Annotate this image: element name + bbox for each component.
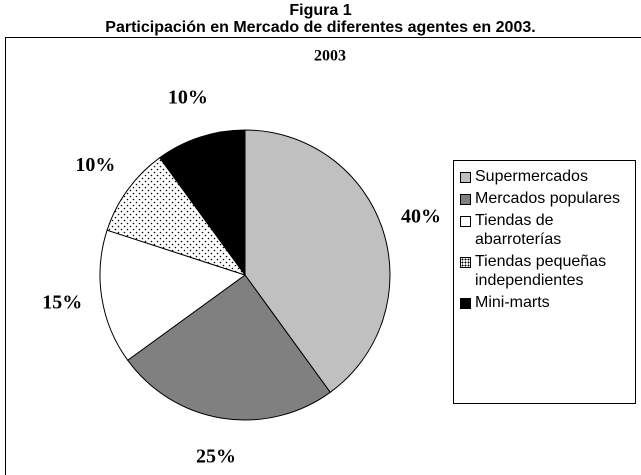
- legend-item: Tiendas de abarroterías: [460, 211, 631, 249]
- legend-swatch: [460, 216, 471, 227]
- legend-swatch: [460, 298, 471, 309]
- legend-swatch: [460, 172, 471, 183]
- pie-slice: [106, 156, 247, 276]
- plot-frame: [5, 37, 641, 475]
- legend-swatch: [460, 194, 471, 205]
- legend-item: Supermercados: [460, 167, 631, 186]
- legend-item: Tiendas pequeñas independientes: [460, 252, 631, 290]
- chart-title: Figura 1: [289, 2, 352, 19]
- legend-item: Mini-marts: [460, 293, 631, 312]
- pie-slice: [126, 274, 331, 421]
- data-label: 15%: [42, 292, 82, 314]
- legend-label: Supermercados: [475, 168, 588, 185]
- pie-slice: [244, 129, 391, 394]
- legend-label: Mini-marts: [475, 294, 550, 311]
- legend-label: Tiendas de abarroterías: [475, 212, 562, 248]
- chart-subtitle: Participación en Mercado de diferentes a…: [105, 19, 536, 36]
- pie-slice: [159, 129, 246, 277]
- legend-swatch: [460, 257, 471, 268]
- data-label: 10%: [168, 87, 208, 109]
- data-label: 25%: [196, 445, 236, 467]
- pie-title: 2003: [314, 48, 346, 65]
- data-label: 10%: [75, 154, 115, 176]
- legend: Supermercados Mercados populares Tiendas d…: [453, 160, 636, 404]
- legend-item: Mercados populares: [460, 189, 631, 208]
- pie-slice: [99, 229, 247, 361]
- legend-label: Mercados populares: [475, 190, 620, 207]
- data-label: 40%: [401, 205, 441, 227]
- legend-label: Tiendas pequeñas independientes: [475, 253, 607, 289]
